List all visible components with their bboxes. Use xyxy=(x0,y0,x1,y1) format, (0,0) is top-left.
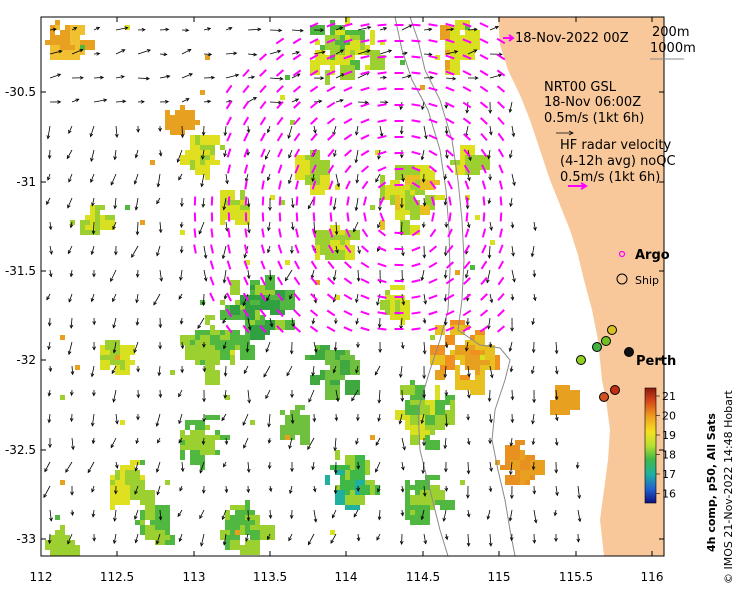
ship-marker[interactable] xyxy=(610,385,620,395)
hf-radar-arrows xyxy=(193,22,506,334)
land-mass xyxy=(498,17,664,556)
gsl-legend: NRT00 GSL 18-Nov 06:00Z 0.5m/s (1kt 6h) xyxy=(544,80,644,136)
x-tick-label: 114.5 xyxy=(406,570,440,584)
ship-marker[interactable] xyxy=(607,325,617,335)
hf-radar-legend: HF radar velocity (4-12h avg) noQC 0.5m/… xyxy=(560,138,676,190)
ship-symbol xyxy=(616,273,628,285)
colorbar-gradient xyxy=(644,387,657,504)
x-tick-label: 115 xyxy=(488,570,511,584)
hf-radar-detail: (4-12h avg) noQC xyxy=(560,154,676,169)
plot-frame xyxy=(40,16,665,557)
ship-marker[interactable] xyxy=(592,342,602,352)
gsl-scale: 0.5m/s (1kt 6h) xyxy=(544,111,644,126)
argo-label: Argo xyxy=(635,248,670,263)
depth-contour-200m xyxy=(409,17,516,556)
ship-label: Ship xyxy=(635,274,659,287)
colorbar-tick-label: 16 xyxy=(662,488,676,501)
gsl-title: NRT00 GSL xyxy=(544,80,617,95)
depth-200m-label: 200m xyxy=(652,25,689,40)
credit-text: © IMOS 21-Nov-2022 14:48 Hobart xyxy=(722,390,735,584)
ship-marker[interactable] xyxy=(576,355,586,365)
depth-contour-1000m xyxy=(394,17,451,556)
colorbar-tick-label: 18 xyxy=(662,449,676,462)
x-tick-label: 112.5 xyxy=(100,570,134,584)
colorbar-tick-label: 17 xyxy=(662,468,676,481)
x-tick-label: 113 xyxy=(183,570,206,584)
x-tick-label: 113.5 xyxy=(253,570,287,584)
x-tick-label: 112 xyxy=(30,570,53,584)
ship-marker[interactable] xyxy=(601,336,611,346)
depth-1000m-label: 1000m xyxy=(650,41,696,56)
argo-symbol xyxy=(618,250,626,258)
y-tick-label: -31 xyxy=(16,175,36,189)
x-tick-label: 115.5 xyxy=(559,570,593,584)
date-label: 18-Nov-2022 00Z xyxy=(515,31,629,46)
platform-legend: Argo Ship xyxy=(616,248,670,287)
y-tick-label: -32.5 xyxy=(5,443,36,457)
x-tick-label: 116 xyxy=(641,570,664,584)
x-axis: 112 112.5 113 113.5 114 114.5 115 115.5 116 xyxy=(30,17,664,584)
y-tick-label: -31.5 xyxy=(5,264,36,278)
colorbar-tick-label: 20 xyxy=(662,410,676,423)
sst-colorbar: 21 20 19 18 17 16 4h comp, p50, All Sats xyxy=(644,387,718,552)
colorbar-label: 4h comp, p50, All Sats xyxy=(705,413,718,552)
hf-radar-title: HF radar velocity xyxy=(560,138,672,153)
perth-label: Perth xyxy=(636,354,676,369)
gsl-time: 18-Nov 06:00Z xyxy=(544,95,641,110)
y-tick-label: -33 xyxy=(16,532,36,546)
x-tick-label: 114 xyxy=(335,570,358,584)
colorbar-tick-label: 21 xyxy=(662,390,676,403)
depth-legend: 200m 1000m xyxy=(650,25,696,60)
y-tick-label: -32 xyxy=(16,353,36,367)
hf-radar-scale: 0.5m/s (1kt 6h) xyxy=(560,170,660,185)
date-annotation: 18-Nov-2022 00Z xyxy=(503,31,629,46)
colorbar-tick-label: 19 xyxy=(662,429,676,442)
y-axis: -30.5 -31 -31.5 -32 -32.5 -33 xyxy=(5,85,664,546)
y-tick-label: -30.5 xyxy=(5,85,36,99)
ship-marker[interactable] xyxy=(599,392,609,402)
perth-marker[interactable] xyxy=(624,347,634,357)
